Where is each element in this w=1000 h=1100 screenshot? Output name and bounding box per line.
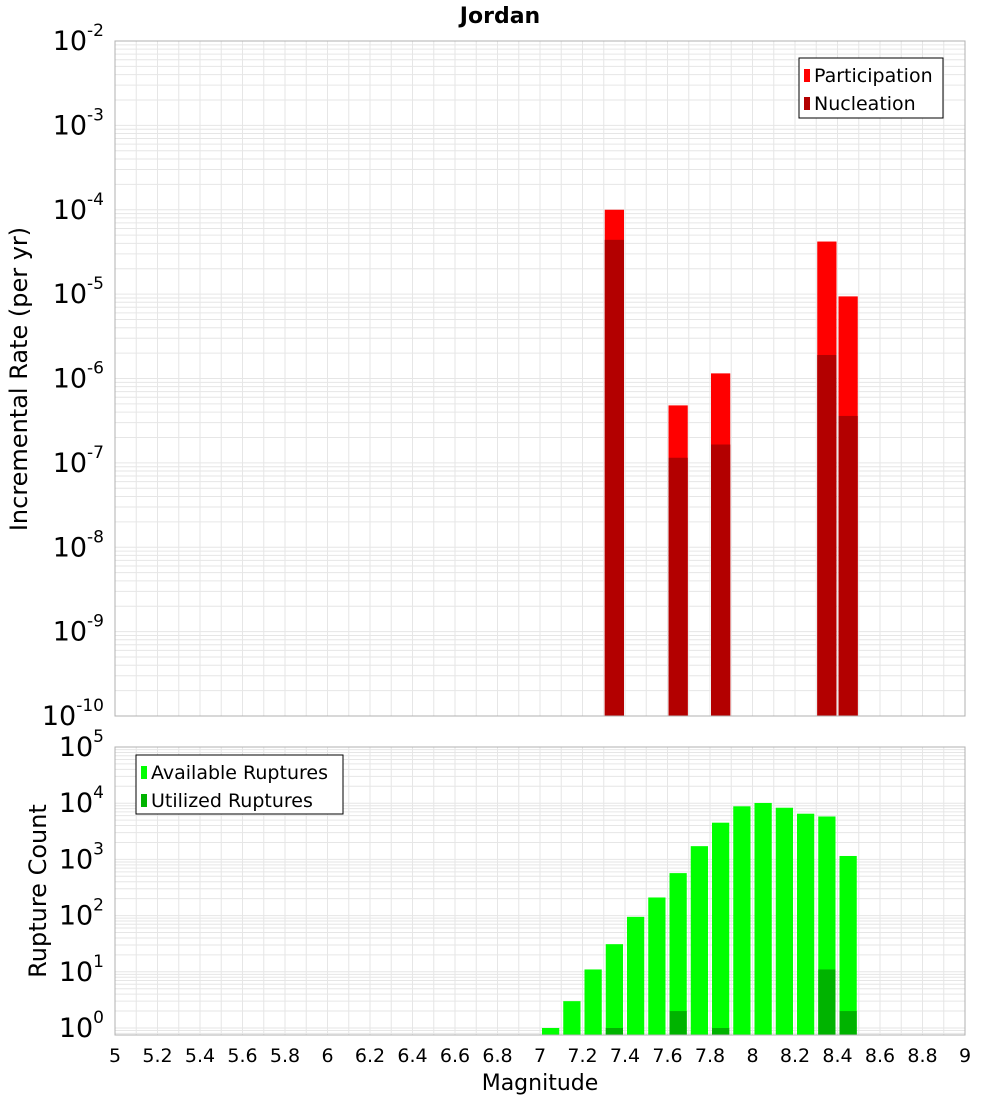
bar-available-ruptures [627,916,645,1035]
legend-swatch [804,69,810,82]
y-tick-label: 10-7 [53,443,104,479]
bar-nucleation [604,239,624,716]
x-tick-label: 8.6 [865,1045,895,1067]
bar-available-ruptures [733,806,751,1035]
legend-swatch [141,766,147,779]
y-tick-label: 10-10 [42,696,104,732]
bar-nucleation [838,415,858,716]
bar-available-ruptures [839,855,857,1035]
legend-label: Participation [814,65,933,87]
bar-utilized-ruptures [839,1011,857,1035]
chart-title: Jordan [458,4,540,29]
x-tick-labels: 5 5.2 5.4 5.6 5.8 6 6.2 6.4 6.6 6.8 7 7.2 7.4 7.6 7.8 8… [109,1045,971,1067]
bar-nucleation [817,354,837,716]
x-axis-title: Magnitude [482,1071,599,1096]
legend-label: Utilized Ruptures [151,790,313,812]
y-tick-label: 100 [59,1008,104,1044]
x-tick-label: 5.8 [270,1045,300,1067]
x-tick-label: 5.6 [227,1045,257,1067]
x-tick-label: 8.8 [907,1045,937,1067]
incremental-rate-panel: 10-10 10-9 10-8 10-7 10-6 10-5 10-4 10-3 10-2 Par… [42,21,966,732]
bar-utilized-ruptures [818,969,836,1035]
bar-available-ruptures [584,969,602,1035]
bar-available-ruptures [605,944,623,1035]
y-tick-label: 10-9 [53,612,104,648]
y-tick-label: 10-2 [53,21,104,57]
legend-swatch [804,97,810,110]
x-tick-label: 5.2 [142,1045,172,1067]
x-tick-label: 7.8 [695,1045,725,1067]
bar-available-ruptures [797,813,815,1035]
legend-label: Nucleation [814,93,916,115]
bar-nucleation [711,444,731,716]
x-tick-label: 7.4 [610,1045,640,1067]
legend-label: Available Ruptures [151,762,328,784]
x-tick-label: 6.2 [355,1045,385,1067]
y-tick-label: 10-8 [53,527,104,563]
bar-utilized-ruptures [605,1027,623,1035]
y-tick-label: 102 [59,896,104,932]
bar-available-ruptures [648,897,666,1035]
y-tick-label: 10-6 [53,359,104,395]
x-tick-label: 8.4 [822,1045,852,1067]
bar-available-ruptures [690,846,708,1035]
top-y-axis-title: Incremental Rate (per yr) [5,227,33,531]
bar-nucleation [668,457,688,716]
x-tick-label: 6 [321,1045,333,1067]
x-tick-label: 6.4 [397,1045,427,1067]
x-tick-label: 8.2 [780,1045,810,1067]
y-tick-label: 101 [59,952,104,988]
x-tick-label: 6.6 [440,1045,470,1067]
rupture-count-panel: 100 101 102 103 104 105 Available Ruptures Util… [59,727,966,1044]
y-tick-label: 104 [59,783,104,819]
bottom-y-axis-title: Rupture Count [24,804,52,978]
bar-available-ruptures [775,807,793,1035]
x-tick-label: 6.8 [482,1045,512,1067]
bar-utilized-ruptures [669,1011,687,1035]
bar-available-ruptures [669,873,687,1035]
y-tick-label: 10-5 [53,274,104,310]
y-tick-label: 10-4 [53,190,104,226]
bar-available-ruptures [542,1027,560,1035]
x-tick-label: 9 [959,1045,971,1067]
bar-available-ruptures [563,1001,581,1035]
x-tick-label: 7.6 [652,1045,682,1067]
y-tick-label: 103 [59,839,104,875]
legend-swatch [141,794,147,807]
bar-available-ruptures [712,822,730,1035]
x-tick-label: 7 [534,1045,546,1067]
legend-box [135,754,344,815]
plot-frame [114,40,966,717]
x-tick-label: 5.4 [185,1045,215,1067]
bar-available-ruptures [754,802,772,1035]
x-tick-label: 7.2 [567,1045,597,1067]
y-tick-label: 105 [59,727,104,763]
plot-frame [114,746,966,1036]
bar-utilized-ruptures [712,1027,730,1035]
y-tick-label: 10-3 [53,105,104,141]
x-tick-label: 5 [109,1045,121,1067]
legend-box [798,57,944,119]
x-tick-label: 8 [746,1045,758,1067]
